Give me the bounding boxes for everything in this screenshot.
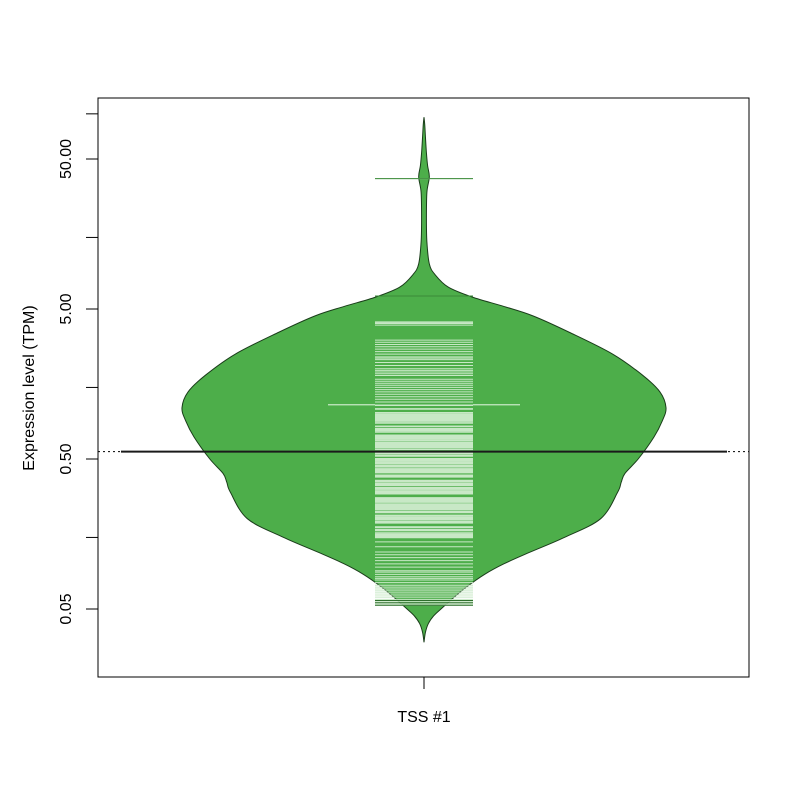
y-tick-label: 5.00 (58, 293, 75, 324)
x-axis: TSS #1 (397, 677, 451, 726)
x-tick-label: TSS #1 (397, 709, 450, 726)
y-axis: 0.05 0.50 5.00 50.00 (58, 113, 98, 625)
y-tick-label: 0.05 (58, 593, 75, 624)
observation-lines (375, 178, 473, 606)
y-tick-label: 50.00 (58, 139, 75, 179)
y-axis-label: Expression level (TPM) (21, 305, 38, 470)
mean-lines (98, 404, 749, 453)
y-tick-label: 0.50 (58, 443, 75, 474)
